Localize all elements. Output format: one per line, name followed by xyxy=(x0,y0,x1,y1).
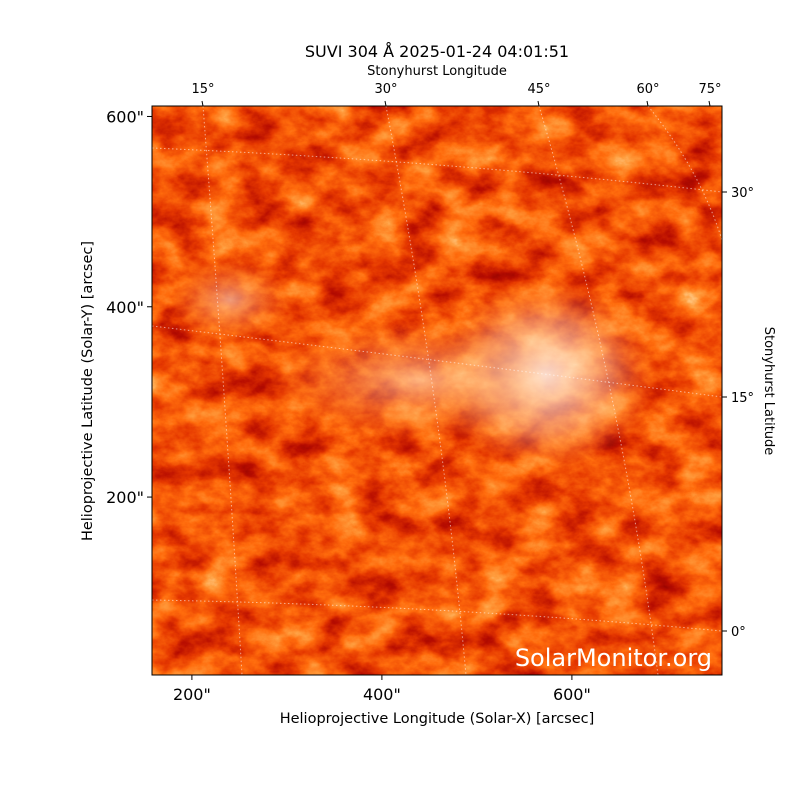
x-tick-label: 400" xyxy=(363,685,401,704)
right-tick-label: 0° xyxy=(731,625,746,640)
right-axis-label: Stonyhurst Latitude xyxy=(761,327,776,456)
top-tick xyxy=(646,100,649,107)
y-tick-label: 400" xyxy=(106,298,144,317)
x-tick-label: 600" xyxy=(553,685,591,704)
plot-frame xyxy=(151,105,723,676)
top-tick-label: 60° xyxy=(636,82,659,97)
right-tick-label: 30° xyxy=(731,186,754,201)
right-tick-label: 15° xyxy=(731,391,754,406)
y-tick-label: 600" xyxy=(106,107,144,126)
x-tick-label: 200" xyxy=(173,685,211,704)
x-axis-label: Helioprojective Longitude (Solar-X) [arc… xyxy=(280,711,595,727)
watermark: SolarMonitor.org xyxy=(515,644,712,672)
solar-image xyxy=(152,106,722,675)
top-tick-label: 75° xyxy=(698,82,721,97)
chart-title: SUVI 304 Å 2025-01-24 04:01:51 xyxy=(305,42,569,61)
top-tick xyxy=(201,100,204,107)
top-tick-label: 45° xyxy=(527,82,550,97)
top-tick xyxy=(384,100,387,107)
top-tick-label: 30° xyxy=(374,82,397,97)
top-tick-label: 15° xyxy=(191,82,214,97)
top-tick xyxy=(537,100,540,107)
y-tick-label: 200" xyxy=(106,488,144,507)
top-tick xyxy=(708,100,711,107)
top-axis-label: Stonyhurst Longitude xyxy=(367,64,507,79)
y-axis-label: Helioprojective Latitude (Solar-Y) [arcs… xyxy=(80,241,96,541)
